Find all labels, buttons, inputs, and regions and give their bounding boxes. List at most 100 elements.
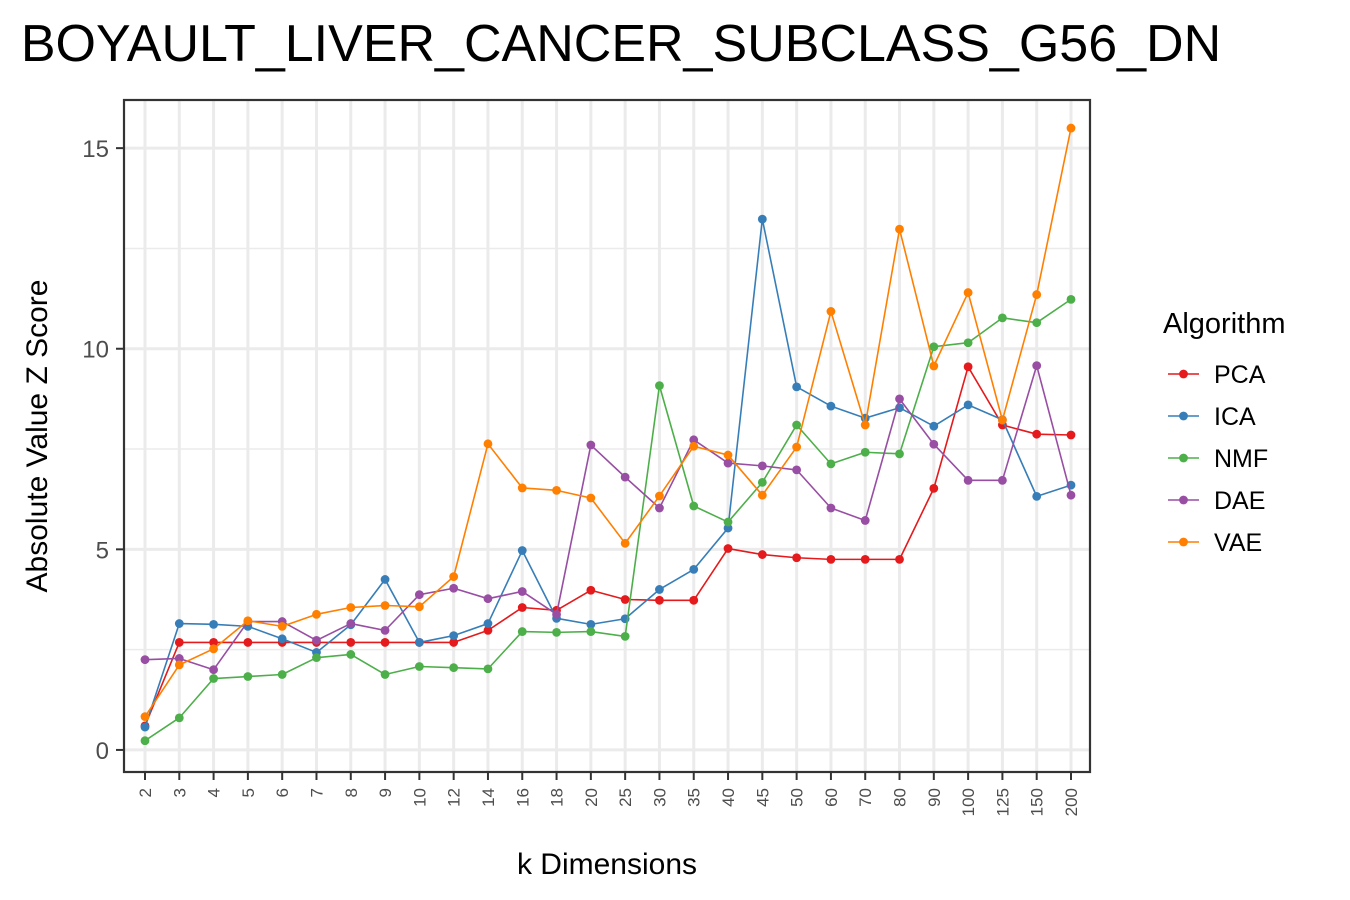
data-point-dae [174, 654, 184, 663]
x-tick-label: 200 [1062, 788, 1081, 816]
data-point-ica [1032, 491, 1042, 501]
x-tick-label: 5 [239, 788, 258, 797]
x-tick-label: 25 [616, 788, 635, 807]
legend-label-dae: DAE [1214, 487, 1265, 515]
data-point-vae [792, 442, 802, 452]
data-point-vae [757, 490, 767, 500]
y-tick-label: 5 [96, 537, 109, 564]
data-point-ica [723, 523, 733, 533]
series-line-pca [144, 365, 1072, 727]
data-point-vae [963, 288, 973, 297]
data-point-nmf [380, 670, 390, 679]
x-tick-label: 100 [959, 788, 978, 816]
data-point-dae [689, 435, 699, 445]
data-point-nmf [483, 664, 493, 674]
data-point-dae [1066, 490, 1076, 500]
legend-title: Algorithm [1163, 308, 1286, 340]
legend: Algorithm PCA ICA NMF DAE VAE [1163, 308, 1286, 557]
data-point-pca [620, 595, 630, 604]
data-point-ica [174, 619, 184, 628]
legend-item-vae: VAE [1168, 529, 1262, 557]
data-point-ica [277, 634, 287, 644]
data-point-vae [243, 616, 253, 626]
data-point-dae [483, 594, 493, 604]
data-point-dae [792, 465, 802, 475]
x-tick-label: 90 [925, 788, 944, 807]
data-point-vae [860, 420, 870, 430]
x-tick-label: 16 [513, 788, 532, 807]
data-point-pca [209, 638, 218, 647]
data-point-dae [826, 503, 836, 513]
x-tick-label: 2 [136, 788, 155, 797]
data-point-dae [209, 665, 218, 675]
data-point-nmf [895, 449, 904, 459]
x-tick-label: 8 [342, 788, 361, 797]
data-point-dae [380, 625, 390, 635]
data-point-pca [1066, 430, 1076, 440]
data-point-pca [517, 603, 527, 612]
data-point-vae [517, 483, 527, 493]
plot-panel [124, 100, 1090, 772]
legend-label-vae: VAE [1214, 529, 1262, 557]
data-point-nmf [963, 338, 973, 348]
legend-key-point-pca [1179, 369, 1188, 379]
data-point-nmf [243, 672, 253, 681]
data-point-pca [826, 554, 836, 564]
data-point-nmf [826, 459, 836, 469]
series-line-vae [144, 127, 1072, 718]
series-layer [140, 123, 1076, 746]
data-point-vae [895, 224, 904, 234]
data-point-pca [860, 554, 870, 564]
data-point-dae [998, 475, 1007, 485]
data-point-nmf [655, 381, 664, 391]
data-point-vae [174, 660, 184, 670]
data-point-ica [826, 401, 836, 411]
data-point-nmf [517, 627, 527, 636]
data-point-dae [552, 609, 561, 619]
data-point-nmf [929, 342, 939, 352]
data-point-vae [346, 603, 356, 612]
data-point-dae [620, 472, 630, 482]
series-vae [140, 123, 1076, 722]
data-point-pca [1032, 429, 1042, 439]
y-tick-label: 10 [82, 337, 109, 364]
data-point-pca [586, 585, 596, 595]
data-point-dae [449, 583, 459, 593]
data-point-vae [449, 572, 459, 582]
data-point-nmf [1066, 294, 1076, 304]
x-tick-label: 60 [822, 788, 841, 807]
data-point-ica [517, 546, 527, 555]
data-point-vae [1032, 290, 1042, 299]
data-point-nmf [140, 736, 150, 746]
data-point-vae [1066, 123, 1076, 133]
data-point-dae [860, 516, 870, 525]
legend-label-pca: PCA [1214, 361, 1266, 389]
data-point-dae [517, 587, 527, 596]
data-point-dae [586, 440, 596, 450]
x-tick-label: 125 [993, 788, 1012, 816]
data-point-vae [689, 441, 699, 451]
data-point-vae [826, 307, 836, 316]
x-tick-label: 18 [548, 788, 567, 807]
data-point-vae [723, 450, 733, 460]
x-tick-label: 20 [582, 788, 601, 807]
x-tick-label: 40 [719, 788, 738, 807]
x-tick-label: 150 [1028, 788, 1047, 816]
data-point-nmf [620, 631, 630, 641]
legend-label-nmf: NMF [1214, 445, 1268, 473]
data-point-nmf [277, 670, 287, 679]
legend-key-point-dae [1179, 495, 1188, 505]
data-point-dae [895, 394, 904, 404]
x-tick-label: 30 [650, 788, 669, 807]
data-point-dae [655, 503, 664, 513]
y-tick-label: 15 [82, 136, 109, 163]
data-point-ica [483, 619, 493, 628]
data-point-pca [757, 550, 767, 559]
x-tick-label: 4 [205, 788, 224, 797]
data-point-vae [655, 491, 664, 501]
data-point-vae [620, 538, 630, 548]
x-tick-label: 10 [410, 788, 429, 807]
data-point-pca [929, 483, 939, 493]
legend-item-dae: DAE [1168, 487, 1265, 515]
data-point-ica [655, 585, 664, 594]
